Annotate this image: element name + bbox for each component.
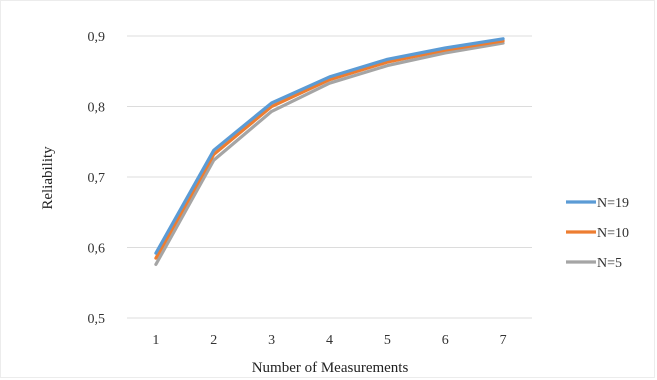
- y-axis-title: Reliability: [40, 146, 56, 210]
- series-line-0: [154, 37, 505, 255]
- y-tick-label: 0,9: [88, 30, 106, 45]
- x-tick-labels: 1 2 3 4 5 6 7: [152, 333, 506, 348]
- y-tick-label: 0,8: [88, 101, 106, 116]
- x-tick-label: 7: [500, 333, 507, 348]
- legend: N=19 N=10 N=5: [566, 196, 629, 271]
- series-line-1: [154, 39, 505, 260]
- x-axis-title: Number of Measurements: [252, 360, 409, 376]
- x-tick-label: 3: [268, 333, 275, 348]
- y-tick-labels: 0,5 0,6 0,7 0,8 0,9: [88, 30, 106, 327]
- x-tick-label: 4: [326, 333, 333, 348]
- y-tick-label: 0,5: [88, 312, 106, 327]
- series-line-2: [154, 41, 505, 266]
- legend-label: N=10: [597, 226, 629, 241]
- legend-label: N=19: [597, 196, 629, 211]
- legend-label: N=5: [597, 256, 622, 271]
- data-series: [154, 37, 505, 266]
- x-tick-label: 5: [384, 333, 391, 348]
- grid-lines: [127, 35, 532, 319]
- legend-item: N=5: [566, 256, 622, 271]
- y-tick-label: 0,6: [88, 242, 106, 257]
- legend-item: N=10: [566, 226, 629, 241]
- legend-item: N=19: [566, 196, 629, 211]
- x-tick-label: 1: [152, 333, 159, 348]
- y-tick-label: 0,7: [88, 171, 106, 186]
- x-tick-label: 6: [442, 333, 449, 348]
- x-tick-label: 2: [210, 333, 217, 348]
